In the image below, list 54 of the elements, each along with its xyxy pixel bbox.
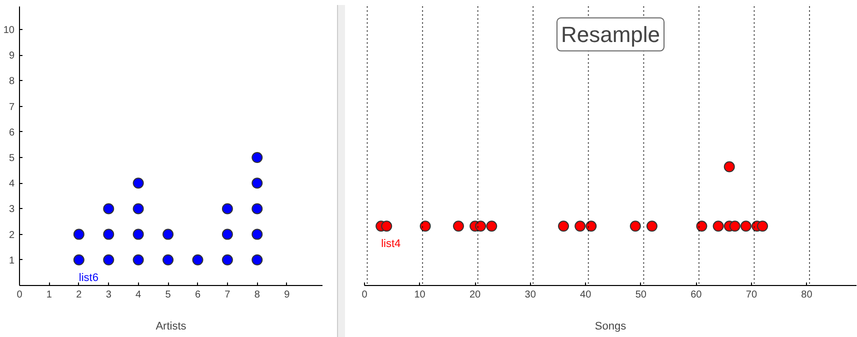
y-tick-label: 2 — [8, 230, 15, 241]
x-tick-label: 0 — [362, 290, 368, 300]
x-tick-label: 3 — [106, 290, 112, 300]
point — [252, 203, 263, 214]
point — [73, 254, 84, 266]
chart-title: Resample — [560, 22, 660, 47]
point — [252, 178, 263, 189]
point — [162, 254, 174, 266]
x-tick-label: 10 — [414, 290, 426, 300]
x-tick-label: 50 — [635, 290, 647, 300]
point — [132, 254, 144, 266]
point — [132, 178, 144, 189]
x-tick-label: 6 — [194, 290, 201, 300]
x-tick-label: 80 — [801, 290, 813, 300]
x-tick-label: 2 — [76, 290, 82, 300]
y-tick-label: 8 — [8, 76, 15, 88]
point — [103, 228, 114, 240]
x-tick-label: 20 — [470, 290, 482, 300]
x-axis-title: Artists — [156, 320, 187, 332]
x-tick-label: 30 — [524, 290, 536, 300]
y-tick-label: 5 — [8, 153, 15, 164]
point — [252, 228, 263, 240]
point — [192, 254, 204, 266]
x-axis-title: Songs — [594, 320, 627, 332]
x-tick-label: 5 — [165, 290, 172, 300]
x-tick-label: 4 — [136, 290, 142, 300]
y-tick-label: 10 — [3, 25, 15, 36]
point — [103, 203, 114, 214]
point — [222, 228, 233, 240]
point — [252, 254, 263, 266]
point — [252, 152, 263, 164]
y-tick-label: 3 — [8, 204, 15, 216]
y-tick-label: 4 — [8, 178, 15, 190]
y-tick-label: 6 — [8, 127, 15, 138]
series-label: list6 — [78, 272, 98, 284]
point — [73, 228, 84, 240]
x-tick-label: 0 — [16, 290, 23, 300]
point — [222, 254, 233, 266]
x-tick-label: 8 — [254, 290, 260, 300]
x-tick-label: 9 — [284, 290, 290, 300]
y-tick-label: 1 — [8, 255, 15, 266]
x-tick-label: 40 — [580, 290, 592, 300]
point — [103, 254, 114, 266]
x-tick-label: 70 — [746, 290, 758, 300]
x-tick-label: 1 — [46, 290, 52, 300]
point — [132, 203, 144, 214]
point — [132, 228, 144, 240]
y-tick-label: 7 — [8, 102, 15, 113]
y-tick-label: 9 — [8, 50, 15, 62]
x-tick-label: 7 — [224, 290, 231, 300]
point — [162, 228, 174, 240]
series-label: list4 — [381, 238, 401, 250]
point — [222, 203, 233, 214]
x-tick-label: 60 — [690, 290, 702, 300]
